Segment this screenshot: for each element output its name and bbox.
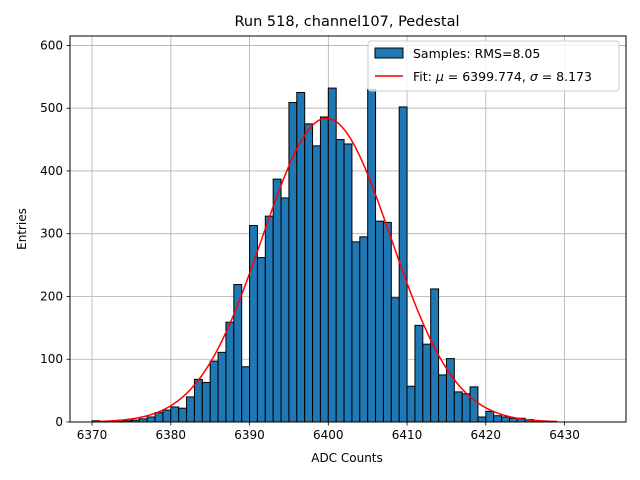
- x-tick-label: 6430: [549, 428, 580, 442]
- histogram-bar: [477, 416, 487, 423]
- legend-box: [367, 40, 620, 92]
- histogram-bar: [359, 236, 369, 423]
- histogram-bar: [414, 324, 424, 423]
- x-tick-label: 6410: [392, 428, 423, 442]
- legend-histogram-label: Samples: RMS=8.05: [413, 46, 540, 61]
- y-tick-label: 300: [40, 227, 63, 241]
- x-tick-label: 6380: [156, 428, 187, 442]
- x-axis-ticks: 6370 6380 6390 6400 6410 6420 6430: [77, 422, 580, 442]
- histogram-bar: [209, 360, 219, 423]
- histogram-bar: [154, 412, 164, 423]
- histogram-bar: [367, 88, 377, 423]
- histogram-bar: [162, 409, 172, 423]
- legend-sigma-symbol: σ: [530, 69, 539, 84]
- histogram-bar: [201, 381, 211, 423]
- histogram-bar: [335, 139, 345, 423]
- histogram-bar: [170, 406, 180, 423]
- histogram-bar: [193, 378, 203, 423]
- y-tick-label: 400: [40, 164, 63, 178]
- histogram-bar: [272, 178, 282, 423]
- legend-sigma-value: = 8.173: [538, 69, 592, 84]
- histogram-bar: [343, 143, 353, 423]
- x-axis-label: ADC Counts: [311, 451, 383, 465]
- legend-fit-label: Fit: μ = 6399.774, σ = 8.173: [413, 69, 592, 84]
- histogram-bar: [453, 391, 463, 423]
- histogram-bar: [375, 220, 384, 423]
- histogram-bar: [382, 221, 392, 423]
- legend-mu-symbol: μ: [435, 69, 444, 84]
- legend-fit-prefix: Fit:: [413, 69, 436, 84]
- histogram-bar: [422, 343, 432, 423]
- fit-curve: [92, 117, 557, 423]
- histogram-bar: [241, 366, 251, 423]
- histogram-bar: [469, 386, 479, 423]
- histogram-bar: [225, 321, 235, 423]
- histogram-bar: [304, 123, 314, 423]
- histogram-bar: [501, 416, 510, 423]
- y-axis-label: Entries: [15, 208, 29, 250]
- x-tick-label: 6400: [313, 428, 344, 442]
- x-tick-label: 6370: [77, 428, 108, 442]
- histogram-bar: [461, 393, 471, 423]
- histogram-bar: [264, 215, 274, 423]
- histogram-bar: [430, 288, 440, 423]
- histogram-bar: [319, 116, 329, 423]
- y-tick-label: 500: [40, 101, 63, 115]
- y-tick-label: 100: [40, 352, 63, 366]
- histogram-bar: [445, 358, 455, 423]
- axes-frame: [69, 35, 627, 423]
- legend-mu-value: = 6399.774,: [444, 69, 530, 84]
- histogram-bar: [438, 374, 447, 423]
- x-tick-label: 6420: [471, 428, 502, 442]
- y-tick-label: 600: [40, 38, 63, 52]
- histogram-bar: [493, 415, 503, 423]
- histogram-bar: [178, 407, 188, 423]
- histogram-bar: [217, 351, 227, 423]
- legend-histogram-swatch: [374, 47, 404, 59]
- histogram-bar: [508, 417, 518, 423]
- y-tick-label: 0: [55, 415, 63, 429]
- histogram-bar: [312, 145, 321, 423]
- histogram-bar: [256, 257, 266, 423]
- histogram-bar: [327, 87, 337, 423]
- histogram-bar: [406, 385, 416, 423]
- histogram-bar: [186, 396, 195, 423]
- histogram-bar: [485, 410, 495, 423]
- histogram-bar: [351, 241, 361, 423]
- legend: Samples: RMS=8.05 Fit: μ = 6399.774, σ =…: [367, 40, 620, 92]
- histogram-bar: [146, 416, 156, 423]
- histogram-bar: [390, 297, 400, 423]
- y-tick-label: 200: [40, 289, 63, 303]
- chart-title: Run 518, channel107, Pedestal: [234, 14, 459, 30]
- x-tick-label: 6390: [234, 428, 265, 442]
- histogram-bar: [280, 197, 290, 423]
- y-axis-ticks: 0 100 200 300 400 500 600: [40, 38, 70, 429]
